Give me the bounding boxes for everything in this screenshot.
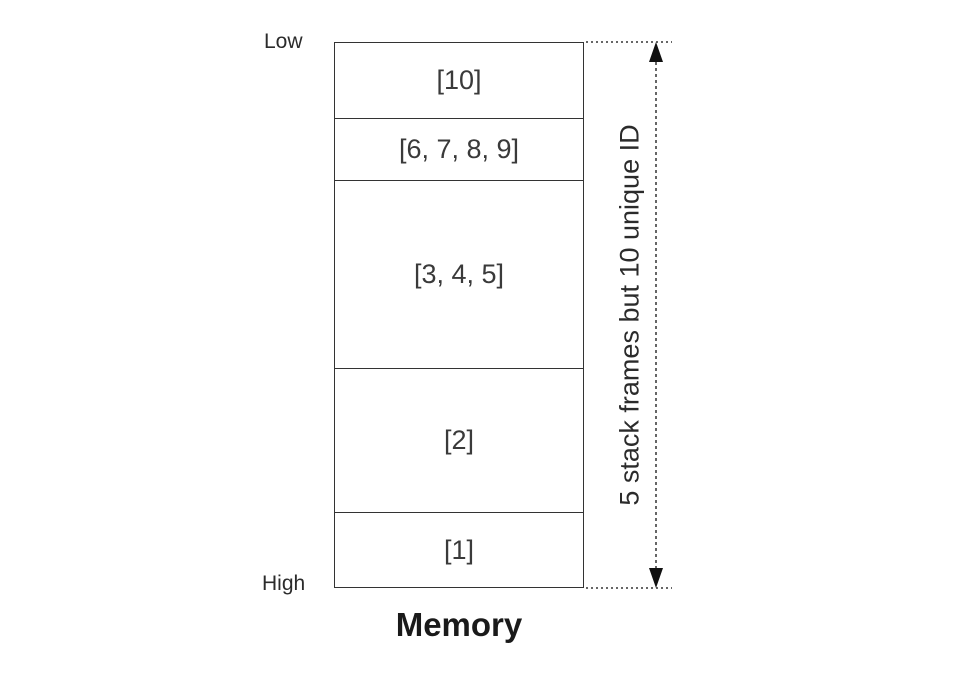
low-address-label: Low [264,30,303,53]
arrow-up-icon [649,42,663,62]
stack-frame-3: [3, 4, 5] [335,181,583,369]
stack-frame-5: [1] [335,513,583,587]
stack-frame-label: [6, 7, 8, 9] [398,134,520,164]
stack-frames-annotation: 5 stack frames but 10 unique ID [614,124,645,506]
high-address-label: High [262,572,306,595]
stack-frame-1: [10] [335,43,583,119]
stack-frame-label: [10] [436,65,482,95]
stack-frame-label: [3, 4, 5] [413,259,505,289]
memory-title: Memory [395,606,523,643]
stack-frame-label: [1] [443,534,475,565]
stack-frame-4: [2] [335,369,583,513]
stack-frame-2: [6, 7, 8, 9] [335,119,583,181]
arrow-down-icon [649,568,663,588]
stack-frame-label: [2] [443,425,475,455]
memory-stack: [10] [6, 7, 8, 9] [3, 4, 5] [2] [1] [334,42,584,588]
